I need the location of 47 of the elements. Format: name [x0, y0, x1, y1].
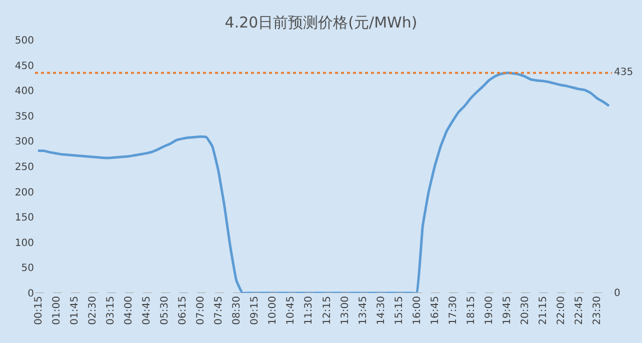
x-tick-label: 12:15 — [322, 296, 333, 325]
x-tick-label: 05:30 — [159, 296, 170, 325]
x-tick-label: 10:00 — [268, 296, 279, 325]
x-tick-label: 19:45 — [502, 296, 514, 325]
y-tick-label: 450 — [14, 60, 34, 72]
y-tick-label: 200 — [14, 187, 34, 198]
x-tick-label: 22:00 — [556, 296, 568, 325]
y-tick-label: 0 — [28, 288, 34, 300]
x-tick-label: 08:30 — [232, 296, 243, 325]
ref-line-label: 435 — [614, 67, 634, 78]
x-tick-label: 03:15 — [105, 296, 116, 325]
x-tick-label: 07:00 — [196, 296, 207, 325]
x-tick-label: 04:45 — [141, 296, 152, 325]
x-tick-label: 00:15 — [33, 296, 44, 325]
x-tick-label: 19:00 — [484, 296, 496, 325]
x-tick-label: 15:15 — [394, 296, 405, 325]
x-tick-label: 16:45 — [430, 296, 441, 325]
line-series — [36, 72, 610, 293]
chart-title: 4.20日前预测价格(元/MWh) — [224, 14, 418, 32]
x-tick-label: 06:15 — [178, 296, 189, 325]
y-tick-label: 150 — [14, 212, 34, 224]
x-tick-label: 23:30 — [592, 296, 604, 325]
x-tick-label: 16:00 — [412, 296, 423, 325]
y-tick-label: 100 — [14, 238, 34, 249]
y-tick-label: 250 — [14, 162, 34, 173]
x-tick-label: 11:30 — [304, 296, 315, 325]
ref-line-label: 0 — [614, 288, 620, 299]
x-tick-label: 10:45 — [286, 296, 297, 325]
y-tick-label: 50 — [21, 263, 34, 274]
x-tick-label: 13:00 — [340, 296, 351, 325]
y-tick-label: 500 — [14, 36, 34, 46]
x-tick-label: 21:15 — [538, 296, 550, 325]
y-tick-label: 300 — [14, 136, 34, 148]
x-tick-label: 09:15 — [250, 296, 261, 325]
x-tick-label: 04:00 — [123, 296, 134, 325]
x-tick-label: 13:45 — [358, 296, 369, 325]
x-tick-label: 18:15 — [466, 296, 478, 325]
x-tick-label: 01:45 — [69, 296, 80, 325]
x-tick-label: 20:30 — [520, 296, 532, 325]
y-tick-label: 350 — [14, 111, 34, 122]
x-tick-label: 07:45 — [214, 296, 225, 325]
x-tick-label: 02:30 — [87, 296, 98, 325]
x-tick-label: 14:30 — [376, 296, 387, 325]
x-tick-label: 01:00 — [51, 296, 62, 325]
x-tick-label: 17:30 — [448, 296, 459, 325]
y-tick-label: 400 — [14, 86, 34, 98]
x-tick-label: 22:45 — [574, 296, 586, 325]
